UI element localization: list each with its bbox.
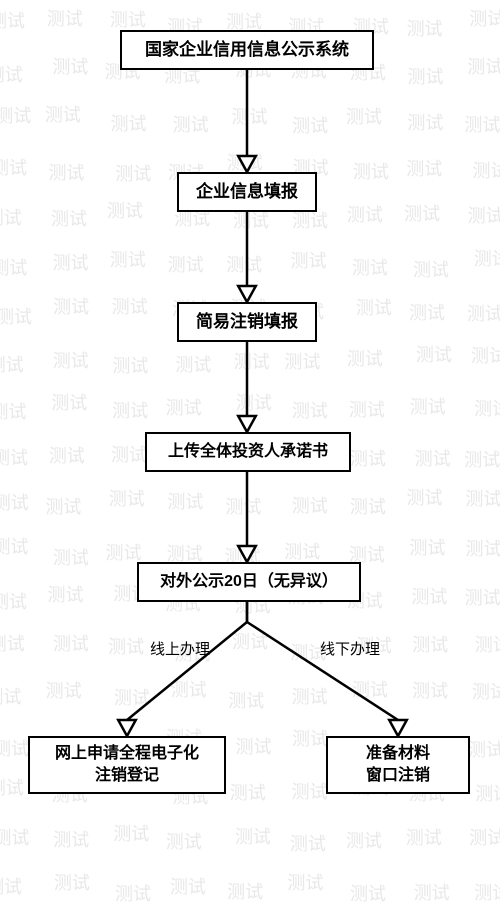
flow-node-label: 企业信息填报 <box>196 181 298 204</box>
flow-node-label: 网上申请全程电子化 注销登记 <box>55 743 199 786</box>
flow-node-n2: 企业信息填报 <box>177 172 317 212</box>
flow-node-label: 国家企业信用信息公示系统 <box>145 39 349 62</box>
flow-edge-label-4: 线上办理 <box>150 638 210 659</box>
flow-node-label: 对外公示20日（无异议） <box>160 571 338 593</box>
flowchart-canvas: 国家企业信用信息公示系统企业信息填报简易注销填报上传全体投资人承诺书对外公示20… <box>0 0 500 904</box>
flow-node-n6: 网上申请全程电子化 注销登记 <box>28 736 226 794</box>
flow-node-n5: 对外公示20日（无异议） <box>137 562 361 602</box>
flow-edge-label-5: 线下办理 <box>320 638 380 659</box>
flow-node-label: 准备材料 窗口注销 <box>366 743 430 786</box>
flow-node-label: 上传全体投资人承诺书 <box>168 441 328 463</box>
flow-node-n3: 简易注销填报 <box>177 302 317 342</box>
flow-node-label: 简易注销填报 <box>196 311 298 334</box>
flow-node-n1: 国家企业信用信息公示系统 <box>120 30 374 70</box>
flow-node-n4: 上传全体投资人承诺书 <box>145 432 351 472</box>
flow-node-n7: 准备材料 窗口注销 <box>326 736 470 794</box>
